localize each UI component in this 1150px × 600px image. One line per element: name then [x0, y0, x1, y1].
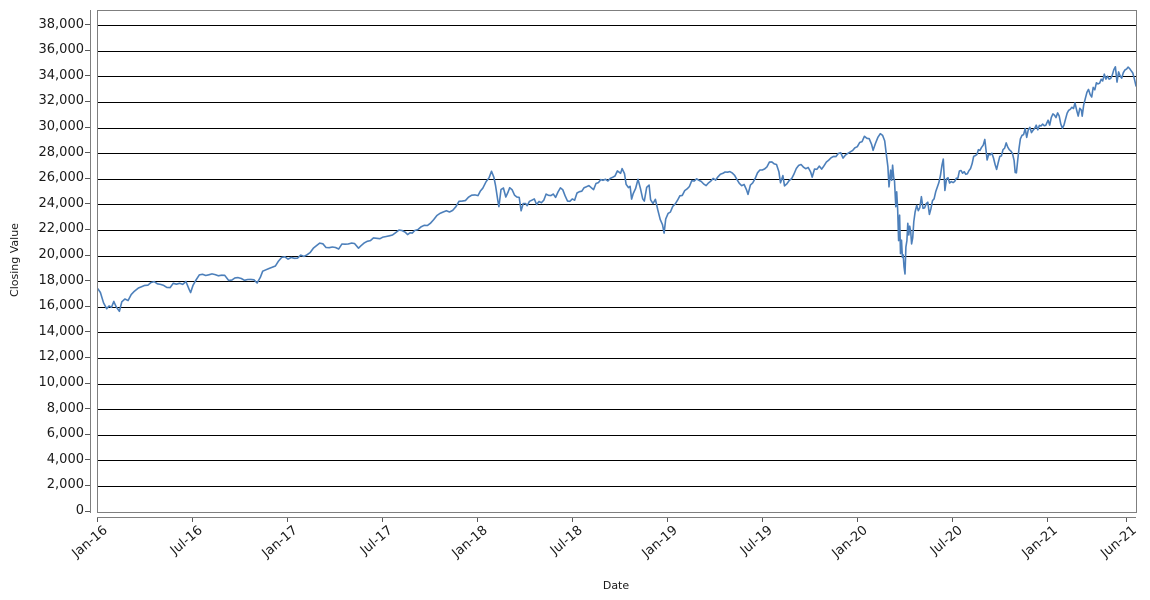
y-tick-mark — [85, 408, 90, 410]
y-tick-mark — [85, 49, 90, 51]
y-tick-label: 14,000 — [38, 323, 85, 339]
y-tick-mark — [85, 152, 90, 154]
y-tick-label: 6,000 — [46, 426, 84, 442]
plot-area — [97, 10, 1137, 513]
h-gridline — [98, 127, 1136, 129]
y-tick-mark — [85, 331, 90, 333]
h-gridline — [98, 153, 1136, 155]
y-tick-mark — [85, 459, 90, 461]
y-tick-mark — [85, 75, 90, 77]
y-tick-label: 16,000 — [38, 298, 85, 314]
h-gridline — [98, 434, 1136, 436]
h-gridline — [98, 460, 1136, 462]
y-tick-mark — [85, 382, 90, 384]
x-tick-mark — [1047, 518, 1049, 522]
h-gridline — [98, 485, 1136, 487]
x-tick-label: Jun-21 — [1098, 523, 1140, 562]
x-tick-label: Jul-20 — [927, 523, 966, 559]
x-tick-label: Jan-19 — [639, 523, 681, 562]
x-tick-mark — [857, 518, 859, 522]
x-tick-mark — [97, 518, 98, 522]
h-gridline — [98, 76, 1136, 78]
y-tick-mark — [85, 305, 90, 307]
y-tick-label: 20,000 — [38, 247, 85, 262]
x-axis-title: Date — [602, 579, 630, 592]
closing-value-line — [98, 65, 1136, 313]
y-axis-line — [90, 10, 91, 513]
y-tick-mark — [85, 484, 90, 486]
x-tick-label: Jan-21 — [1019, 523, 1061, 562]
h-gridline — [98, 204, 1136, 206]
y-tick-label: 0 — [75, 503, 84, 518]
y-tick-label: 8,000 — [46, 400, 84, 416]
x-tick-label: Jul-19 — [737, 523, 776, 559]
h-gridline — [98, 281, 1136, 283]
y-tick-label: 22,000 — [38, 221, 85, 237]
y-tick-mark — [85, 280, 90, 282]
x-tick-label: Jan-18 — [449, 523, 491, 562]
y-tick-label: 32,000 — [38, 93, 85, 109]
x-tick-mark — [762, 518, 764, 522]
x-tick-mark — [477, 518, 478, 522]
x-tick-mark — [287, 518, 288, 522]
x-tick-mark — [1126, 518, 1128, 522]
x-tick-label: Jan-16 — [69, 523, 111, 562]
y-tick-label: 26,000 — [38, 170, 85, 186]
y-tick-mark — [85, 126, 90, 128]
y-tick-mark — [85, 433, 90, 435]
y-tick-mark — [85, 177, 90, 179]
x-axis-line — [97, 517, 1136, 518]
x-tick-mark — [572, 518, 574, 522]
h-gridline — [98, 357, 1136, 359]
h-gridline — [98, 229, 1136, 231]
y-tick-label: 2,000 — [46, 477, 84, 493]
h-gridline — [98, 178, 1136, 180]
y-tick-label: 30,000 — [38, 119, 85, 134]
x-tick-label: Jul-16 — [167, 523, 206, 559]
x-tick-mark — [667, 518, 669, 522]
y-tick-label: 36,000 — [38, 42, 85, 58]
y-tick-mark — [85, 228, 90, 230]
h-gridline — [98, 383, 1136, 385]
x-tick-mark — [952, 518, 954, 522]
y-tick-label: 18,000 — [38, 272, 85, 288]
y-tick-label: 24,000 — [38, 195, 85, 211]
y-tick-label: 4,000 — [46, 451, 84, 467]
h-gridline — [98, 332, 1136, 334]
h-gridline — [98, 101, 1136, 103]
x-tick-label: Jul-17 — [357, 523, 396, 559]
x-tick-label: Jan-20 — [829, 523, 871, 562]
x-tick-label: Jan-17 — [259, 523, 301, 562]
h-gridline — [98, 50, 1136, 52]
y-tick-label: 12,000 — [38, 349, 85, 365]
y-tick-label: 28,000 — [38, 144, 85, 160]
y-tick-label: 10,000 — [38, 375, 85, 390]
y-tick-label: 38,000 — [38, 16, 85, 32]
y-tick-mark — [85, 356, 90, 358]
h-gridline — [98, 306, 1136, 308]
y-tick-mark — [85, 254, 90, 256]
x-tick-mark — [192, 518, 193, 522]
x-tick-mark — [382, 518, 383, 522]
h-gridline — [98, 25, 1136, 27]
y-tick-mark — [85, 100, 90, 102]
y-tick-label: 34,000 — [38, 67, 85, 83]
y-tick-mark — [85, 203, 90, 205]
y-tick-mark — [85, 24, 90, 26]
x-tick-label: Jul-18 — [547, 523, 586, 559]
h-gridline — [98, 409, 1136, 411]
y-tick-mark — [85, 510, 90, 512]
price-line-svg — [98, 65, 1136, 313]
h-gridline — [98, 255, 1136, 257]
